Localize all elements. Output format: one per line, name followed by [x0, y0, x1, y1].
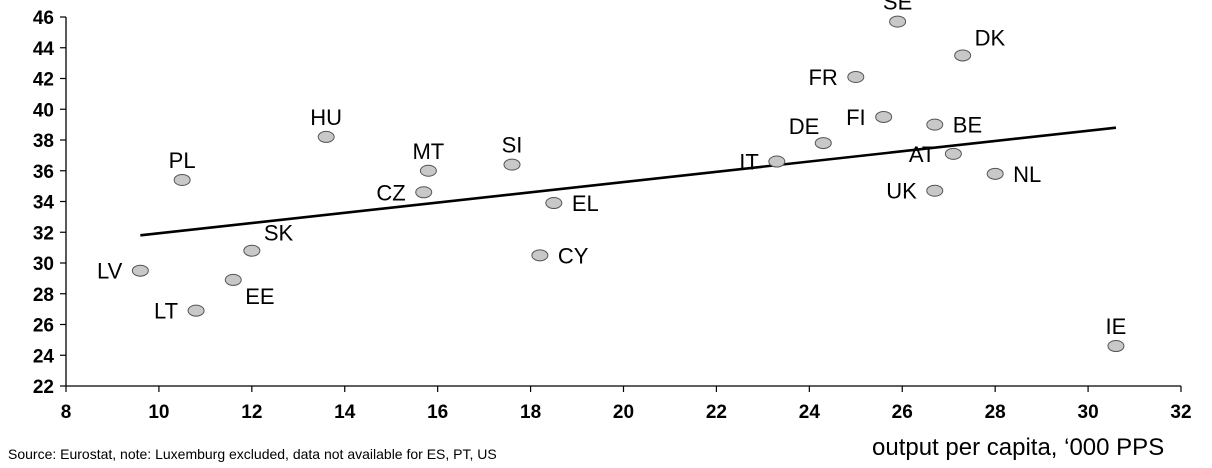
x-tick-label: 20 — [613, 402, 634, 423]
data-point-fr — [848, 71, 864, 82]
x-tick-label: 24 — [799, 402, 821, 423]
data-point-nl — [987, 168, 1003, 179]
point-label-el: EL — [572, 191, 599, 216]
data-point-ie — [1108, 341, 1124, 352]
y-tick-label: 38 — [33, 131, 54, 152]
point-label-lt: LT — [154, 299, 178, 324]
data-point-fi — [876, 111, 892, 122]
x-tick-label: 10 — [148, 402, 169, 423]
point-label-de: DE — [789, 114, 820, 139]
point-label-cy: CY — [558, 243, 589, 268]
data-point-si — [504, 159, 520, 170]
y-tick-label: 26 — [33, 316, 54, 337]
point-label-nl: NL — [1013, 162, 1041, 187]
y-tick-label: 44 — [33, 39, 55, 60]
data-point-de — [815, 138, 831, 149]
data-point-it — [769, 156, 785, 167]
y-tick-label: 32 — [33, 223, 54, 244]
x-tick-label: 26 — [892, 402, 913, 423]
y-tick-label: 36 — [33, 162, 54, 183]
x-tick-label: 16 — [427, 402, 448, 423]
y-tick-label: 40 — [33, 100, 54, 121]
x-tick-label: 22 — [706, 402, 727, 423]
trendline-group — [140, 128, 1116, 236]
point-label-cz: CZ — [376, 180, 405, 205]
x-tick-label: 18 — [520, 402, 541, 423]
point-label-ee: EE — [245, 284, 274, 309]
y-tick-label: 28 — [33, 285, 54, 306]
x-tick-label: 12 — [241, 402, 262, 423]
x-tick-label: 32 — [1170, 402, 1191, 423]
data-point-dk — [955, 50, 971, 61]
data-point-ee — [225, 274, 241, 285]
y-tick-label: 24 — [33, 346, 55, 367]
source-note: Source: Eurostat, note: Luxemburg exclud… — [8, 446, 497, 462]
point-label-lv: LV — [97, 259, 123, 284]
point-labels: LV PL LT EE SK HU CZ MT SI CY EL IT DE FR FI SE BE UK AT DK… — [97, 0, 1126, 339]
data-point-cy — [532, 250, 548, 261]
x-tick-label: 8 — [61, 402, 72, 423]
y-tick-label: 46 — [33, 8, 54, 29]
point-label-ie: IE — [1106, 314, 1127, 339]
point-label-uk: UK — [886, 179, 917, 204]
y-tick-label: 34 — [33, 193, 55, 214]
x-axis-title: output per capita, ‘000 PPS — [872, 434, 1164, 462]
data-point-pl — [174, 174, 190, 185]
point-label-si: SI — [502, 133, 523, 158]
data-point-be — [927, 119, 943, 130]
point-label-fr: FR — [808, 65, 837, 90]
x-tick-labels: 8 10 12 14 16 18 20 22 24 26 28 30 32 — [61, 402, 1192, 423]
data-points — [132, 16, 1124, 351]
point-label-dk: DK — [975, 25, 1006, 50]
data-point-el — [546, 198, 562, 209]
data-point-cz — [416, 187, 432, 198]
point-label-fi: FI — [846, 105, 866, 130]
point-label-pl: PL — [169, 148, 196, 173]
data-point-hu — [318, 131, 334, 142]
y-tick-label: 22 — [33, 377, 54, 398]
data-point-lt — [188, 305, 204, 316]
point-label-at: AT — [909, 142, 935, 167]
point-label-mt: MT — [412, 139, 444, 164]
y-tick-label: 30 — [33, 254, 54, 275]
data-point-uk — [927, 185, 943, 196]
data-point-at — [945, 148, 961, 159]
x-tick-label: 28 — [985, 402, 1006, 423]
point-label-hu: HU — [310, 105, 342, 130]
y-tick-label: 42 — [33, 70, 54, 91]
axes — [60, 17, 1181, 392]
x-tick-label: 30 — [1078, 402, 1099, 423]
y-tick-labels: 22 24 26 28 30 32 34 36 38 40 42 44 46 — [33, 8, 55, 398]
data-point-se — [890, 16, 906, 27]
x-tick-label: 14 — [334, 402, 356, 423]
point-label-it: IT — [739, 150, 759, 175]
point-label-se: SE — [883, 0, 912, 15]
data-point-sk — [244, 245, 260, 256]
data-point-lv — [132, 265, 148, 276]
trendline — [140, 128, 1116, 236]
point-label-be: BE — [953, 113, 982, 138]
data-point-mt — [420, 165, 436, 176]
point-label-sk: SK — [264, 221, 294, 246]
